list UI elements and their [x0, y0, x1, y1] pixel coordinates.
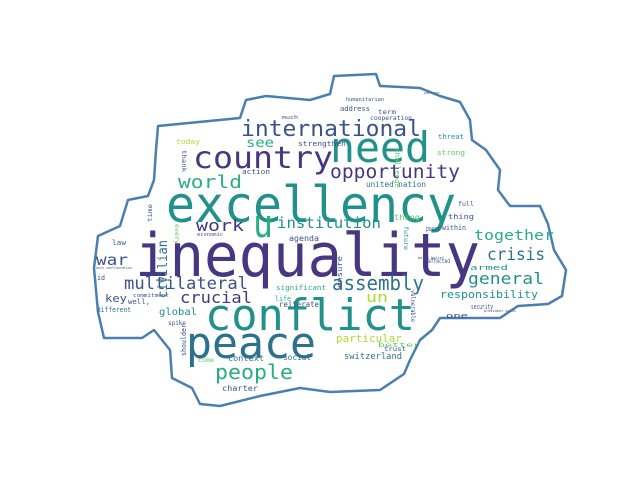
word-un: un [366, 290, 388, 306]
word-inequality: inequality [135, 221, 480, 291]
word-life: life [275, 295, 291, 303]
word-vulnerable: better [378, 342, 421, 349]
word-today: today [176, 138, 200, 146]
word-well: well, [128, 298, 150, 306]
word-affected: vulnerable [409, 290, 416, 322]
word-one: point [426, 225, 440, 233]
word-institution: institution [277, 214, 381, 232]
word-security: armed [470, 264, 508, 272]
word-general: general [468, 269, 544, 288]
word-thing: thing [394, 213, 420, 222]
word-past-year: past year [424, 91, 440, 95]
word-point: within [442, 224, 466, 232]
word-assembly: assembly [332, 271, 424, 295]
word-particular: particular [336, 332, 402, 345]
word-strengthen: strengthen [298, 140, 346, 148]
word-charter: charter [222, 384, 258, 393]
cloud-shape-outline [92, 72, 568, 408]
word-action: action [242, 168, 270, 176]
word-need: need [330, 123, 430, 172]
word-commitment: commitment [133, 293, 169, 299]
word-significant: significant [276, 284, 326, 292]
word-woman: affected [428, 258, 450, 265]
word-key: key [105, 292, 127, 305]
word-agenda: agenda [289, 234, 319, 243]
word-time: time [147, 204, 154, 222]
word-ensure: ensure [336, 256, 344, 288]
word-president-swiss: president swiss [484, 309, 516, 313]
word-come: come [198, 357, 214, 364]
word-address: address [340, 105, 370, 113]
word-social: social [283, 353, 311, 362]
word-country: country [193, 141, 333, 176]
word-id: id [97, 274, 105, 282]
word-spike: spike [168, 320, 186, 327]
word-opportunity: opportunity [330, 161, 460, 183]
word-law: law [112, 239, 127, 247]
word-different: different [97, 306, 131, 314]
word-threat: threat [438, 133, 464, 141]
word-u: u [253, 202, 273, 246]
word-much: much [282, 115, 298, 121]
word-term: term [378, 109, 396, 116]
word-economic: economic [197, 232, 223, 238]
word-thank: thank [180, 150, 187, 172]
word-war: war [96, 251, 128, 269]
word-work: work [196, 216, 244, 235]
word-reiterate: reiterate [279, 300, 319, 309]
word-every: every [173, 224, 180, 244]
word-challenge: challenge [393, 148, 401, 188]
word-switzerland: switzerland [344, 352, 402, 362]
word-conflict: conflict [205, 290, 415, 341]
word-excellency: excellency [166, 176, 456, 234]
word-armed: one [446, 312, 468, 320]
word-within: thing [448, 213, 474, 221]
word-crucial: crucial [180, 288, 252, 307]
word-together: together [474, 228, 554, 244]
words-layer: inequality excellency conflict peace nee… [96, 91, 554, 393]
word-international: international [241, 117, 421, 142]
word-united-nation: united nation [366, 180, 426, 189]
word-world: world [178, 172, 242, 193]
word-strong: strong [437, 149, 465, 157]
word-humanitarian: humanitarian [346, 97, 384, 103]
word-peace: peace [186, 318, 316, 369]
word-cooperation: cooperation [370, 115, 412, 122]
word-better: trust [384, 346, 406, 353]
word-multilateral: multilateral [124, 274, 248, 294]
word-shoulder: shoulder [180, 324, 188, 356]
word-full: full [458, 201, 474, 208]
word-context: context [228, 354, 264, 363]
word-see: see [246, 136, 274, 151]
word-civilian: civilian [156, 240, 171, 298]
word-based-belief: based belief [418, 256, 444, 260]
word-crisis: crisis [487, 245, 545, 265]
word-trust: security [471, 303, 493, 311]
word-people: people [215, 360, 293, 384]
word-future: future [402, 226, 409, 250]
word-global: global [159, 307, 197, 318]
word-responsibility: responsibility [440, 288, 538, 301]
word-axis-confrontation: axis confrontation [96, 266, 132, 270]
